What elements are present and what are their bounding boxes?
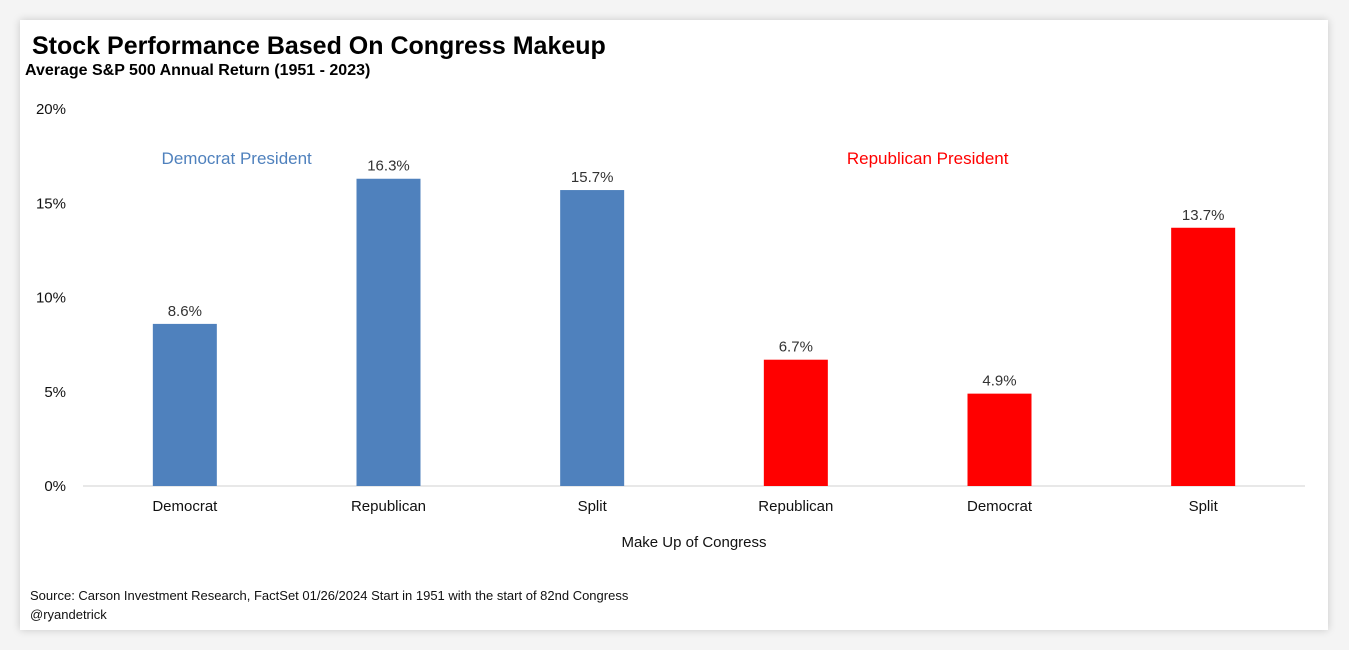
x-tick-label: Republican	[758, 498, 833, 515]
y-tick-label: 10%	[36, 290, 66, 307]
bar	[967, 393, 1032, 486]
y-tick-label: 5%	[44, 384, 66, 401]
x-tick-label: Democrat	[967, 498, 1033, 515]
y-tick-label: 15%	[36, 195, 66, 212]
chart-card: Stock Performance Based On Congress Make…	[20, 20, 1328, 630]
bar	[152, 323, 217, 486]
x-axis-title: Make Up of Congress	[621, 534, 766, 551]
bar-value-label: 13.7%	[1182, 207, 1225, 224]
source-note: Source: Carson Investment Research, Fact…	[30, 588, 629, 603]
bar-value-label: 6.7%	[779, 339, 813, 356]
group-label: Democrat President	[162, 149, 313, 168]
x-tick-label: Republican	[351, 498, 426, 515]
y-tick-label: 20%	[36, 101, 66, 118]
bar	[560, 190, 625, 486]
x-tick-label: Split	[1189, 498, 1219, 515]
bar	[356, 178, 421, 486]
x-tick-label: Democrat	[152, 498, 218, 515]
bar-value-label: 4.9%	[982, 373, 1016, 390]
chart-title: Stock Performance Based On Congress Make…	[32, 32, 606, 60]
chart-subtitle: Average S&P 500 Annual Return (1951 - 20…	[25, 62, 371, 79]
author-handle: @ryandetrick	[30, 607, 107, 622]
bar	[763, 359, 828, 486]
bar	[1171, 227, 1236, 486]
bar-chart: 0% 5% 10% 15% 20% 8.6% Democrat 16.3% Republican…	[36, 101, 1305, 551]
y-tick-label: 0%	[44, 478, 66, 495]
group-label: Republican President	[847, 149, 1009, 168]
x-tick-label: Split	[578, 498, 608, 515]
bar-value-label: 8.6%	[168, 303, 202, 320]
bar-value-label: 15.7%	[571, 169, 614, 186]
bar-value-label: 16.3%	[367, 158, 410, 175]
